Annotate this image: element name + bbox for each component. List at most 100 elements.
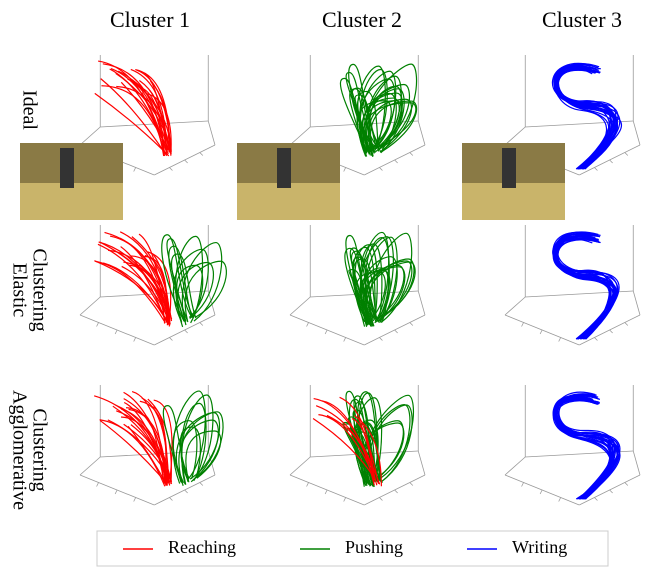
trajectory xyxy=(556,69,617,170)
trajectory xyxy=(123,398,168,481)
trajectory xyxy=(354,244,378,323)
axis-line xyxy=(96,482,99,487)
trajectory xyxy=(175,235,204,328)
axes-box xyxy=(504,225,641,346)
trajectory xyxy=(130,68,167,153)
legend-label: Writing xyxy=(512,537,567,557)
photo-table xyxy=(237,183,340,220)
axis-line xyxy=(96,322,99,327)
trajectory xyxy=(185,430,222,483)
axis-line xyxy=(394,329,398,334)
axis-line xyxy=(306,482,309,487)
trajectory xyxy=(355,271,386,323)
trajectories xyxy=(339,63,418,157)
trajectory xyxy=(349,247,378,323)
trajectory xyxy=(552,395,612,500)
trajectory xyxy=(555,236,614,340)
trajectory xyxy=(370,100,418,157)
axis-line xyxy=(199,152,204,156)
axis-line xyxy=(79,296,101,316)
trajectory xyxy=(135,68,171,153)
trajectory xyxy=(100,78,168,157)
trajectory xyxy=(180,411,224,482)
axis-line xyxy=(169,337,173,341)
row-label: Elastic xyxy=(8,263,30,318)
trajectory xyxy=(553,397,612,500)
trajectory xyxy=(364,237,390,327)
axis-line xyxy=(79,126,101,146)
row-label: Clustering xyxy=(28,408,50,491)
trajectory xyxy=(104,231,172,320)
axis-line xyxy=(417,450,426,476)
legend-box xyxy=(96,530,609,567)
trajectory xyxy=(556,236,620,340)
axis-line xyxy=(324,329,328,335)
axis-line xyxy=(539,489,543,495)
axis-line xyxy=(199,322,204,326)
trajectory xyxy=(556,233,610,340)
axes-box xyxy=(289,385,426,506)
axis-line xyxy=(343,497,347,502)
axis-line xyxy=(504,296,526,316)
trajectory xyxy=(109,235,170,321)
trajectory xyxy=(368,404,413,487)
axis-line xyxy=(289,126,311,146)
trajectory xyxy=(554,239,616,340)
photo-table xyxy=(462,183,565,220)
trajectory xyxy=(131,236,171,325)
trajectory xyxy=(101,85,166,157)
axis-line xyxy=(632,120,641,146)
photo-robot xyxy=(60,148,74,188)
axis-line xyxy=(379,497,383,501)
trajectory xyxy=(553,236,616,340)
legend-label: Pushing xyxy=(345,537,403,557)
axis-line xyxy=(184,489,188,494)
axis-line xyxy=(609,329,613,334)
axis-line xyxy=(624,482,629,486)
trajectories xyxy=(551,62,623,170)
trajectory xyxy=(554,393,615,500)
axis-line xyxy=(409,152,414,156)
trajectory xyxy=(365,266,406,326)
axes-box xyxy=(79,225,216,346)
trajectory xyxy=(553,233,615,340)
trajectory xyxy=(136,86,165,155)
axis-line xyxy=(207,120,216,146)
axis-line xyxy=(184,159,188,164)
trajectory xyxy=(555,68,616,170)
trajectory xyxy=(161,234,193,322)
axis-line xyxy=(417,290,426,316)
axis-line xyxy=(504,456,526,476)
trajectory xyxy=(555,63,612,170)
trajectory xyxy=(339,77,376,152)
trajectory xyxy=(361,92,403,157)
trajectory xyxy=(354,415,382,487)
trajectory xyxy=(367,88,405,157)
trajectory xyxy=(554,235,612,340)
trajectory xyxy=(555,399,611,500)
axis-line xyxy=(521,482,524,487)
axis-line xyxy=(289,456,311,476)
trajectory xyxy=(554,231,611,340)
trajectories xyxy=(552,391,621,500)
legend-label: Reaching xyxy=(168,537,236,557)
trajectory xyxy=(365,63,418,155)
axis-line xyxy=(184,329,188,334)
trajectories xyxy=(552,231,620,340)
axis-line xyxy=(409,482,414,486)
axis-line xyxy=(133,167,137,172)
axis-line xyxy=(624,152,629,156)
trajectory xyxy=(170,253,197,323)
photo-robot xyxy=(277,148,291,188)
trajectories xyxy=(162,390,224,486)
column-header: Cluster 1 xyxy=(110,7,190,32)
axis-line xyxy=(379,167,383,171)
trajectory xyxy=(354,397,383,487)
axis-line xyxy=(169,167,173,171)
photo-robot xyxy=(502,148,516,188)
trajectory xyxy=(321,400,375,486)
row-label: Ideal xyxy=(18,90,40,130)
axis-line xyxy=(417,120,426,146)
trajectory xyxy=(315,405,378,486)
axes-box xyxy=(504,385,641,506)
